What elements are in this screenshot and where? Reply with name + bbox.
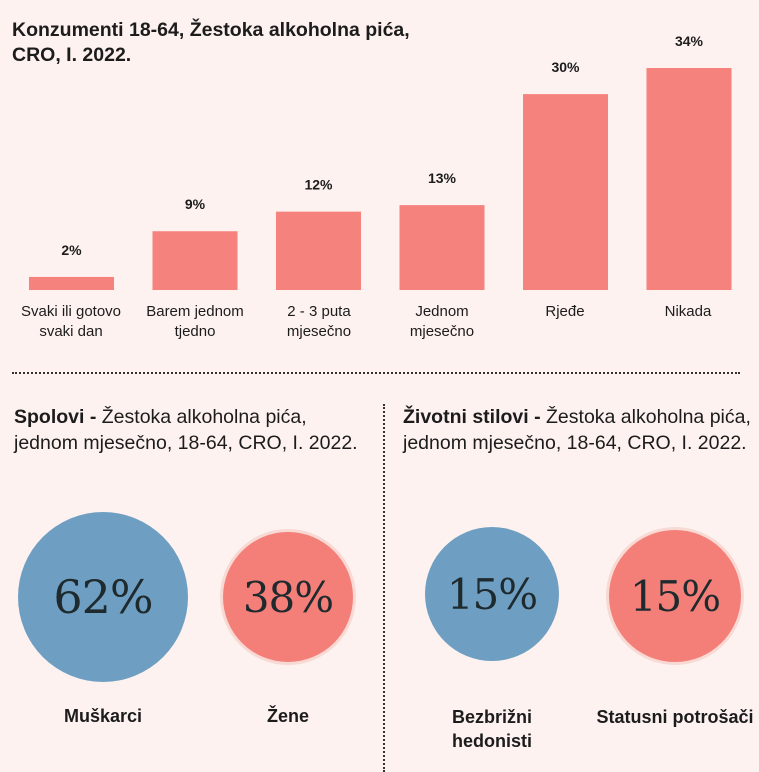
circle-bezbrizni-hedonisti: 15%: [425, 527, 559, 661]
value-statusni-potrosaci: 15%: [629, 571, 721, 621]
bar-chart: 2% 9% 12% 13% 30% 34%: [29, 33, 732, 290]
category-label-4: Rjeđe: [545, 303, 585, 320]
horizontal-divider: [12, 372, 740, 374]
bar-value-label-4: 30%: [551, 59, 580, 75]
bar-0: [29, 276, 114, 290]
bar-3: [399, 205, 485, 290]
category-label-1: Barem jednom tjedno: [146, 303, 244, 340]
bar-2: [276, 211, 361, 290]
circle-zene: 38%: [223, 532, 353, 662]
label-zene: Žene: [266, 706, 309, 726]
gender-title-bold: Spolovi -: [14, 406, 97, 428]
category-label-2: 2 - 3 puta mjesečno: [286, 303, 352, 340]
gender-title-rest: Žestoka alkoholna pića, jednom mjesečno,…: [14, 406, 358, 454]
circle-muskarci: 62%: [18, 512, 188, 682]
bar-5: [646, 68, 732, 290]
category-label-0: Svaki ili gotovo svaki dan: [20, 303, 122, 340]
bar-1: [152, 231, 238, 290]
vertical-divider: [383, 404, 385, 772]
bar-value-label-1: 9%: [185, 196, 206, 212]
bar-value-label-5: 34%: [675, 33, 704, 49]
value-muskarci: 62%: [53, 570, 153, 624]
gender-section-title: Spolovi - Žestoka alkoholna pića, jednom…: [14, 404, 364, 456]
label-statusni-potrosaci: Statusni potrošači: [596, 707, 754, 727]
label-bezbrizni-hedonisti: Bezbrižni hedonisti: [451, 707, 532, 751]
value-zene: 38%: [242, 572, 334, 622]
bar-4: [523, 94, 608, 290]
bar-value-label-0: 2%: [61, 242, 82, 258]
label-muskarci: Muškarci: [63, 706, 143, 726]
bar-value-label-2: 12%: [304, 177, 333, 193]
bar-chart-title: Konzumenti 18-64, Žestoka alkoholna pića…: [12, 19, 410, 66]
lifestyle-title-rest: Žestoka alkoholna pića, jednom mjesečno,…: [403, 406, 751, 454]
lifestyle-section-title: Životni stilovi - Žestoka alkoholna pića…: [403, 404, 753, 456]
lifestyle-title-bold: Životni stilovi -: [403, 406, 541, 428]
category-label-5: Nikada: [664, 303, 712, 320]
bar-value-label-3: 13%: [428, 170, 457, 186]
circle-statusni-potrosaci: 15%: [609, 530, 741, 662]
category-label-3: Jednom mjesečno: [409, 303, 475, 340]
value-bezbrizni-hedonisti: 15%: [446, 569, 538, 619]
